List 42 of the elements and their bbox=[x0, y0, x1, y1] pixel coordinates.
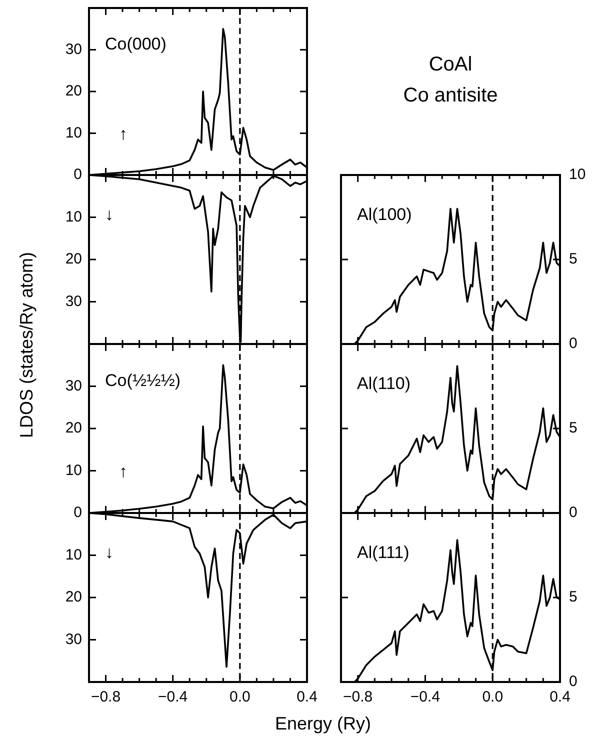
x-tick-label: 0.4 bbox=[296, 688, 318, 706]
annotation: Al(111) bbox=[357, 543, 410, 562]
annotation: Al(110) bbox=[357, 374, 411, 394]
y-tick-label: 10 bbox=[65, 546, 82, 564]
x-tick-label: 0.0 bbox=[229, 688, 250, 706]
y-tick-label: 0 bbox=[74, 166, 82, 184]
y-tick-label: 10 bbox=[65, 462, 82, 479]
y-tick-label: 0 bbox=[569, 335, 578, 352]
y-tick-label: 0 bbox=[569, 673, 578, 690]
y-tick-label: 30 bbox=[65, 630, 82, 648]
y-tick-label: 30 bbox=[65, 377, 82, 394]
y-tick-label: 30 bbox=[65, 40, 82, 58]
annotation: Al(100) bbox=[357, 205, 412, 224]
y-tick-label: 20 bbox=[65, 82, 82, 100]
y-tick-label: 10 bbox=[65, 124, 82, 142]
x-tick-label: −0.4 bbox=[158, 688, 188, 706]
y-tick-label: 0 bbox=[74, 504, 82, 522]
y-tick-label: 5 bbox=[569, 588, 578, 606]
annotation: Co(000) bbox=[105, 34, 166, 54]
y-tick-label: 5 bbox=[569, 250, 578, 268]
y-tick-label: 20 bbox=[65, 250, 82, 268]
y-axis-title: LDOS (states/Ry atom) bbox=[16, 252, 38, 438]
x-tick-label: −0.4 bbox=[410, 688, 440, 706]
x-tick-label: −0.8 bbox=[90, 688, 121, 706]
chart-subtitle: Co antisite bbox=[403, 84, 498, 108]
x-tick-label: −0.8 bbox=[343, 688, 373, 706]
y-tick-label: 10 bbox=[569, 166, 586, 184]
x-tick-label: 0.4 bbox=[550, 688, 570, 706]
x-tick-label: 0.0 bbox=[482, 688, 504, 706]
annotation: Co(½½½) bbox=[105, 370, 181, 390]
annotation: ↑ bbox=[119, 462, 128, 482]
x-axis-title: Energy (Ry) bbox=[274, 714, 372, 734]
y-tick-label: 0 bbox=[569, 504, 578, 522]
y-tick-label: 20 bbox=[65, 420, 82, 437]
y-tick-label: 30 bbox=[65, 292, 82, 310]
y-tick-label: 20 bbox=[65, 588, 82, 606]
annotation: ↑ bbox=[119, 124, 128, 144]
annotation: ↓ bbox=[105, 543, 114, 562]
y-tick-label: 5 bbox=[569, 420, 578, 437]
chart-title: CoAl bbox=[428, 54, 472, 76]
annotation: ↓ bbox=[105, 205, 114, 224]
y-tick-label: 10 bbox=[65, 208, 82, 226]
